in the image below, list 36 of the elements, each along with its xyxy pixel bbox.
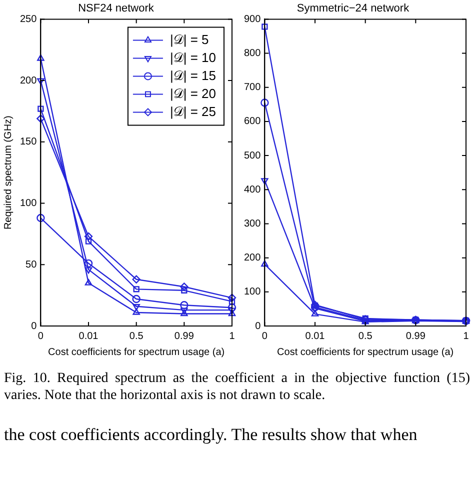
x-tick-label: 0.01 [78,330,99,342]
legend-label: |𝒟| = 25 [170,104,216,119]
y-tick-label: 150 [20,136,38,148]
y-tick-label: 100 [244,286,262,298]
legend-label: |𝒟| = 5 [170,32,209,47]
y-tick-label: 0 [31,320,38,332]
y-tick-label: 250 [20,14,38,25]
y-tick-label: 100 [20,198,38,210]
x-tick-label: 0.99 [174,330,194,342]
y-tick-label: 0 [255,320,262,332]
legend-label: |𝒟| = 20 [170,86,216,101]
x-axis-title: Cost coefficients for spectrum usage (a) [277,346,454,358]
x-tick-label: 1 [463,330,470,342]
y-tick-label: 50 [26,259,38,270]
y-tick-label: 600 [244,116,262,128]
x-tick-label: 0.99 [406,330,426,342]
y-tick-label: 500 [244,150,262,162]
y-tick-label: 900 [244,14,262,25]
x-tick-label: 0.5 [129,330,144,342]
text: the cost coefficients accordingly. The results show that when [4,425,418,444]
chart-title: Symmetric−24 network [296,2,410,15]
x-tick-label: 1 [229,330,236,342]
y-tick-label: 400 [244,184,262,196]
x-axis-title: Cost coefficients for spectrum usage (a) [48,346,225,358]
y-tick-label: 200 [244,252,262,264]
y-tick-label: 700 [244,82,262,94]
legend-label: |𝒟| = 10 [170,50,216,65]
x-tick-label: 0.5 [358,330,373,342]
y-tick-label: 300 [244,218,262,230]
y-axis-title: Required spectrum (GHz) [2,116,14,230]
x-tick-label: 0.01 [305,330,326,342]
legend-label: |𝒟| = 15 [170,68,216,83]
y-tick-label: 800 [244,48,262,60]
y-tick-label: 200 [20,75,38,86]
chart-title: NSF24 network [78,2,154,15]
caption: Fig. 10. Required spectrum as the coefficient a in the objective function (15) varies. Note that the horizontal axis is not drawn to scale. [4,370,470,404]
